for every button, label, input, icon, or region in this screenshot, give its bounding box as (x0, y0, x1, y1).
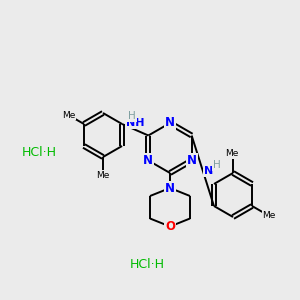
Text: N: N (165, 182, 175, 194)
Text: N: N (204, 166, 213, 176)
Text: N: N (143, 154, 153, 167)
Text: N: N (165, 116, 175, 130)
Text: Me: Me (262, 211, 276, 220)
Text: H: H (213, 160, 221, 170)
Text: HCl·H: HCl·H (130, 259, 165, 272)
Text: Me: Me (96, 170, 110, 179)
Text: Me: Me (225, 149, 239, 158)
Text: H: H (128, 111, 136, 121)
Text: Me: Me (62, 110, 76, 119)
Text: O: O (165, 220, 175, 233)
Text: N: N (187, 154, 197, 167)
Text: HCl·H: HCl·H (22, 146, 57, 158)
Text: NH: NH (126, 118, 145, 128)
